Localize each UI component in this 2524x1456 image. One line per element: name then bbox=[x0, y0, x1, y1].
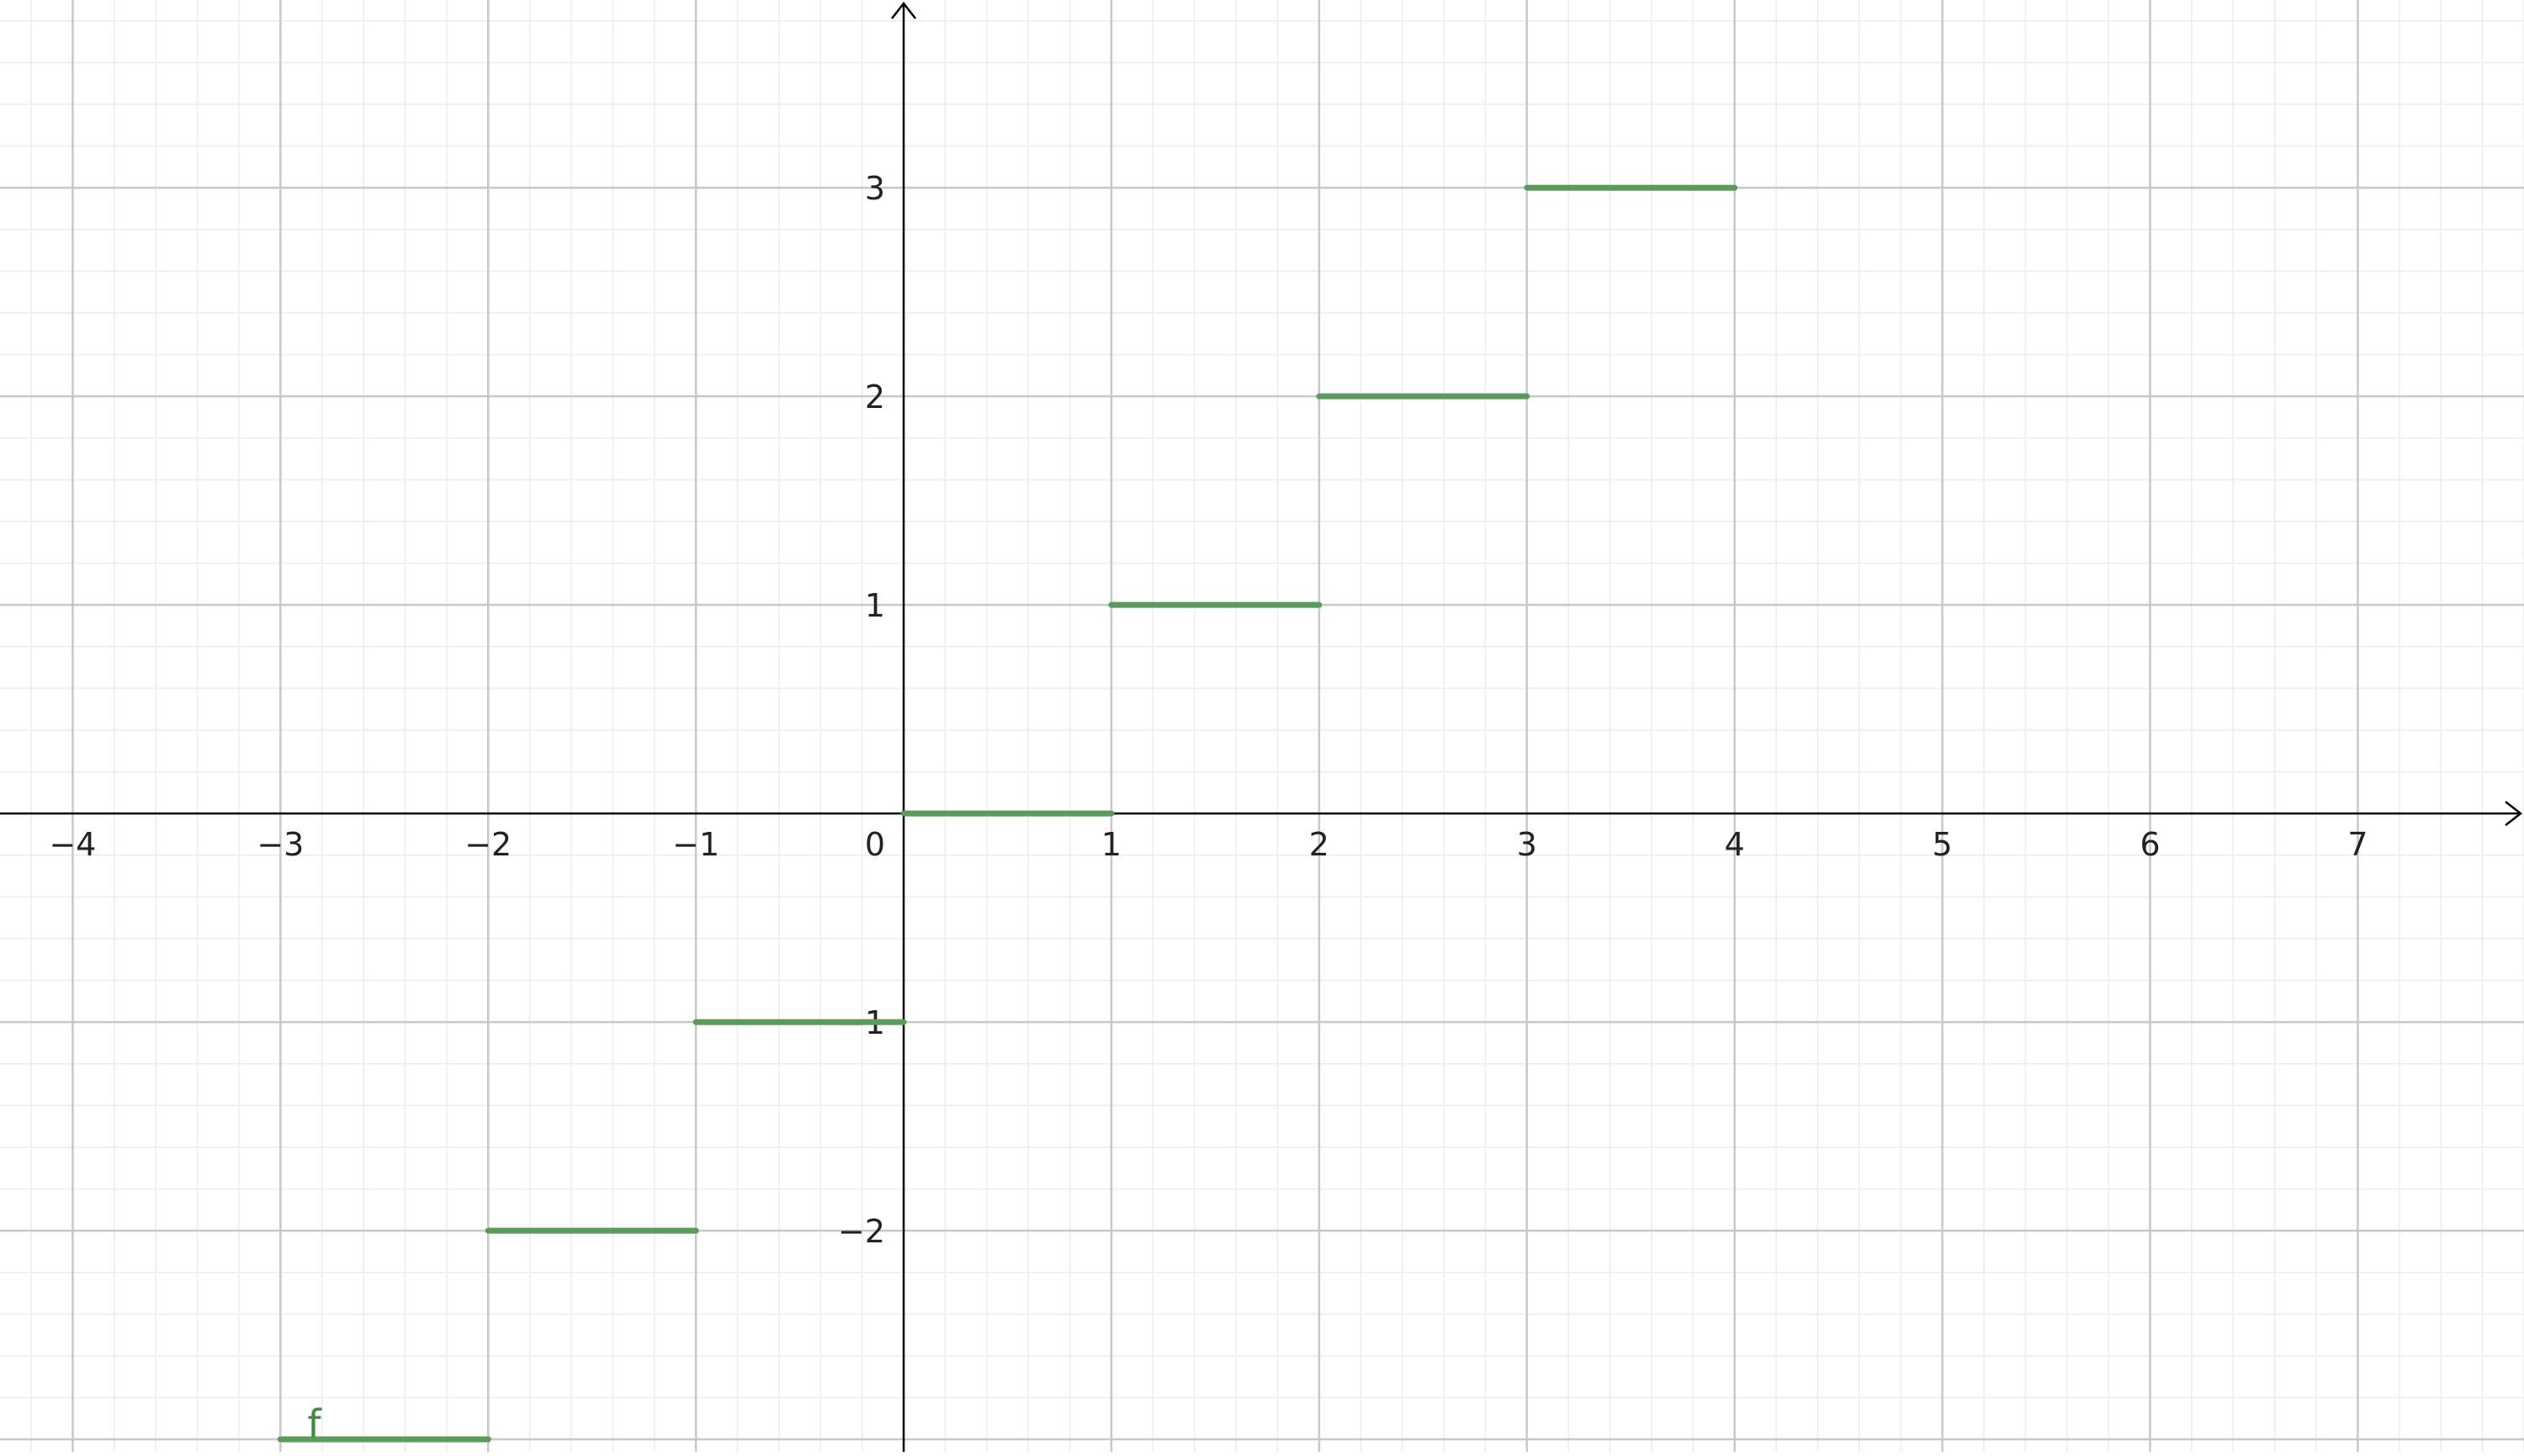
series-label-f: f bbox=[307, 1401, 322, 1447]
x-tick-label: −3 bbox=[257, 826, 304, 863]
origin-label: 0 bbox=[865, 826, 885, 863]
y-tick-label: 1 bbox=[865, 587, 885, 624]
x-tick-label: −2 bbox=[464, 826, 512, 863]
x-tick-label: 6 bbox=[2140, 826, 2160, 863]
x-tick-label: −4 bbox=[49, 826, 96, 863]
y-tick-label: 3 bbox=[865, 170, 885, 207]
x-tick-label: 4 bbox=[1725, 826, 1745, 863]
y-tick-label: 2 bbox=[865, 379, 885, 416]
y-axis-arrow bbox=[891, 1, 917, 19]
x-tick-label: 3 bbox=[1517, 826, 1537, 863]
x-tick-label: 2 bbox=[1309, 826, 1329, 863]
x-tick-label: 7 bbox=[2347, 826, 2368, 863]
y-tick-label: −2 bbox=[838, 1213, 885, 1250]
x-tick-label: 5 bbox=[1933, 826, 1953, 863]
x-axis-arrow bbox=[2505, 801, 2523, 827]
x-tick-label: −1 bbox=[672, 826, 719, 863]
x-tick-label: 1 bbox=[1101, 826, 1121, 863]
series-f: f bbox=[277, 184, 1738, 1447]
